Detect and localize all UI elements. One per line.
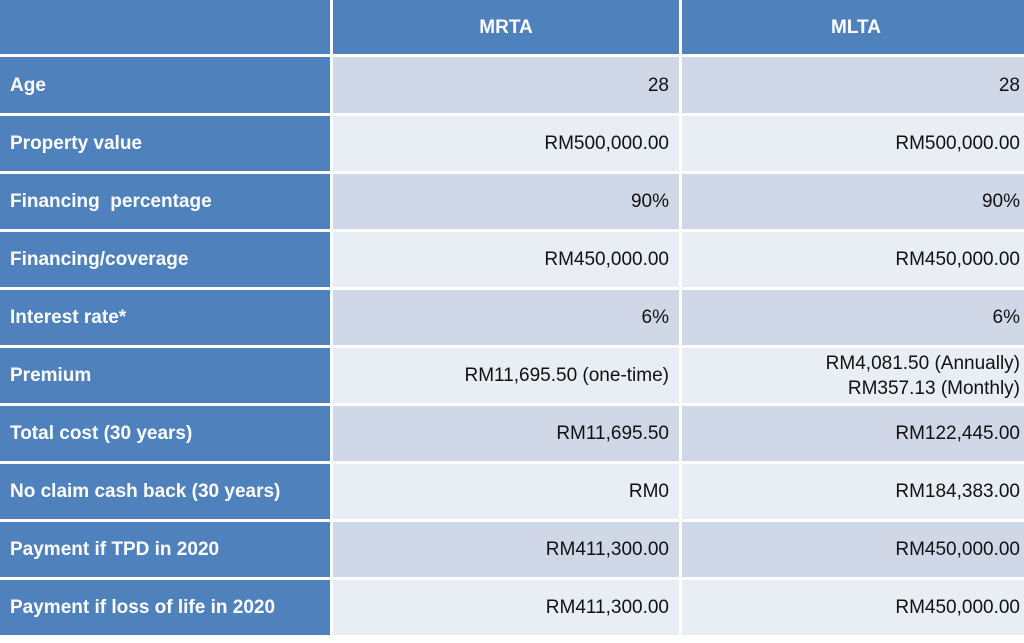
header-corner-cell <box>0 0 330 54</box>
cell-mlta: RM450,000.00 <box>682 522 1024 577</box>
table-row: Age 28 28 <box>0 57 1024 113</box>
cell-mrta: RM0 <box>333 464 679 519</box>
row-label: Total cost (30 years) <box>0 406 330 461</box>
cell-mlta: 90% <box>682 174 1024 229</box>
cell-mrta: RM11,695.50 (one-time) <box>333 348 679 403</box>
row-label: Interest rate* <box>0 290 330 345</box>
table-row: Interest rate* 6% 6% <box>0 290 1024 345</box>
table-row: Property value RM500,000.00 RM500,000.00 <box>0 116 1024 171</box>
cell-mlta: RM500,000.00 <box>682 116 1024 171</box>
premium-annual: RM4,081.50 (Annually) <box>825 352 1020 374</box>
table-row: Payment if loss of life in 2020 RM411,30… <box>0 580 1024 635</box>
cell-mlta: 6% <box>682 290 1024 345</box>
cell-mlta: RM4,081.50 (Annually) RM357.13 (Monthly) <box>682 348 1024 403</box>
column-header-mrta: MRTA <box>333 0 679 54</box>
cell-mrta: RM11,695.50 <box>333 406 679 461</box>
cell-mrta: 28 <box>333 57 679 113</box>
cell-mlta: RM122,445.00 <box>682 406 1024 461</box>
cell-mlta: RM450,000.00 <box>682 232 1024 287</box>
cell-mrta: RM411,300.00 <box>333 522 679 577</box>
cell-mrta: 90% <box>333 174 679 229</box>
row-label: No claim cash back (30 years) <box>0 464 330 519</box>
row-label: Payment if loss of life in 2020 <box>0 580 330 635</box>
row-label: Age <box>0 57 330 113</box>
table-row: No claim cash back (30 years) RM0 RM184,… <box>0 464 1024 519</box>
row-label: Premium <box>0 348 330 403</box>
table-row: Payment if TPD in 2020 RM411,300.00 RM45… <box>0 522 1024 577</box>
row-label: Payment if TPD in 2020 <box>0 522 330 577</box>
row-label: Property value <box>0 116 330 171</box>
cell-mlta: RM450,000.00 <box>682 580 1024 635</box>
table-row: Premium RM11,695.50 (one-time) RM4,081.5… <box>0 348 1024 403</box>
column-header-mlta: MLTA <box>682 0 1024 54</box>
cell-mrta: RM411,300.00 <box>333 580 679 635</box>
cell-mrta: RM450,000.00 <box>333 232 679 287</box>
header-row: MRTA MLTA <box>0 0 1024 54</box>
cell-mlta: RM184,383.00 <box>682 464 1024 519</box>
table-row: Financing/coverage RM450,000.00 RM450,00… <box>0 232 1024 287</box>
cell-mrta: RM500,000.00 <box>333 116 679 171</box>
table-row: Financing percentage 90% 90% <box>0 174 1024 229</box>
premium-monthly: RM357.13 (Monthly) <box>847 377 1020 399</box>
table-row: Total cost (30 years) RM11,695.50 RM122,… <box>0 406 1024 461</box>
row-label: Financing/coverage <box>0 232 330 287</box>
cell-mlta: 28 <box>682 57 1024 113</box>
cell-mrta: 6% <box>333 290 679 345</box>
row-label: Financing percentage <box>0 174 330 229</box>
